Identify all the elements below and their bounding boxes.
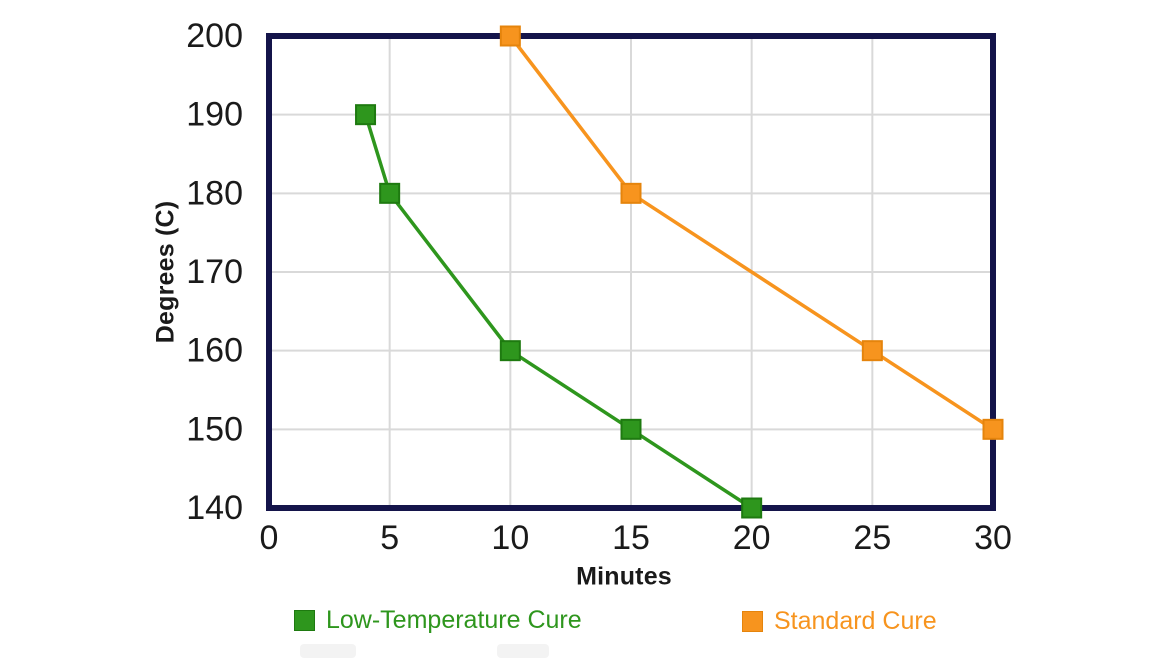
artifact-smudge xyxy=(497,644,549,658)
x-tick-label: 5 xyxy=(380,519,399,557)
legend-label: Standard Cure xyxy=(774,607,937,635)
x-axis-title: Minutes xyxy=(576,562,672,591)
legend-swatch-green-square-icon xyxy=(294,609,315,631)
x-tick-label: 25 xyxy=(853,519,891,557)
y-tick-label: 200 xyxy=(186,17,243,55)
x-tick-label: 15 xyxy=(612,519,650,557)
y-tick-label: 180 xyxy=(186,174,243,212)
legend-item-standard-cure: Standard Cure xyxy=(742,608,937,634)
data-point-marker xyxy=(499,340,521,362)
y-tick-label: 140 xyxy=(186,489,243,527)
plot-border xyxy=(266,33,996,511)
data-point-marker xyxy=(861,340,883,362)
data-point-marker xyxy=(355,104,377,126)
x-tick-label: 10 xyxy=(491,519,529,557)
data-point-marker xyxy=(620,182,642,204)
data-point-marker xyxy=(499,25,521,47)
y-tick-label: 150 xyxy=(186,410,243,448)
legend-label: Low-Temperature Cure xyxy=(326,606,582,634)
x-tick-label: 30 xyxy=(974,519,1012,557)
data-point-marker xyxy=(741,497,763,519)
y-tick-label: 160 xyxy=(186,332,243,370)
artifact-smudge xyxy=(300,644,356,658)
series-line xyxy=(508,34,994,431)
y-axis-title: Degrees (C) xyxy=(151,200,180,344)
data-point-marker xyxy=(379,182,401,204)
legend-item-low-temperature-cure: Low-Temperature Cure xyxy=(294,607,582,633)
x-tick-label: 20 xyxy=(733,519,771,557)
data-point-marker xyxy=(982,418,1004,440)
x-tick-label: 0 xyxy=(260,519,279,557)
y-tick-label: 170 xyxy=(186,253,243,291)
series-line xyxy=(363,114,753,510)
legend-swatch-orange-square-icon xyxy=(742,610,763,632)
data-point-marker xyxy=(620,418,642,440)
y-tick-label: 190 xyxy=(186,96,243,134)
